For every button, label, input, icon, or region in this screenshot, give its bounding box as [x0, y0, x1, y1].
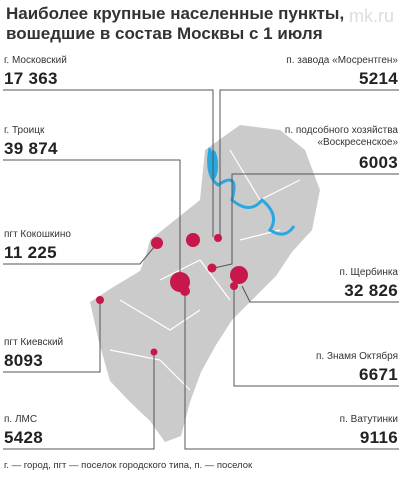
place-name: п. Щербинка — [339, 267, 398, 278]
place-name: пгт Киевский — [4, 337, 64, 348]
place-population: 9116 — [359, 428, 398, 447]
footnote: г. — город, пгт — поселок городского тип… — [4, 460, 253, 471]
place-name: п. ЛМС — [4, 414, 38, 425]
place-population: 39 874 — [4, 139, 58, 158]
place-name: г. Троицк — [4, 125, 45, 136]
place-name: г. Московский — [4, 55, 67, 66]
place-population: 8093 — [4, 351, 44, 370]
leader-lines — [3, 89, 399, 450]
title: Наиболее крупные населенные пункты, воше… — [6, 4, 345, 43]
streets — [109, 149, 301, 391]
moscow-territory — [90, 125, 320, 442]
place-population: 11 225 — [4, 243, 57, 262]
river — [207, 147, 296, 236]
place-name: п. Знамя Октября — [315, 351, 398, 362]
settlement-dots — [96, 233, 248, 356]
place-population: 5428 — [4, 428, 44, 447]
place-name: п. завода «Мосрентген» — [286, 55, 398, 66]
place-population: 6671 — [358, 365, 398, 384]
watermark: mk.ru — [349, 6, 394, 26]
place-name: пгт Кокошкино — [4, 229, 71, 240]
place-name: п. подсобного хозяйства «Воскресенское» — [284, 125, 398, 148]
place-name: п. Ватутинки — [339, 414, 398, 425]
place-population: 32 826 — [344, 281, 398, 300]
place-population: 17 363 — [4, 69, 58, 88]
place-population: 5214 — [358, 69, 398, 88]
place-population: 6003 — [358, 153, 398, 172]
